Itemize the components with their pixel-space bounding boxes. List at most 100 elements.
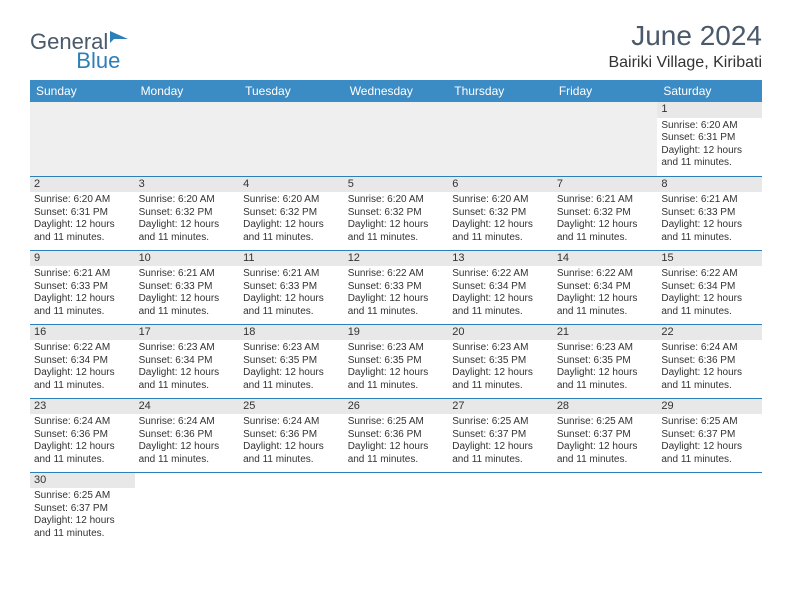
day-number: 9 (30, 251, 135, 267)
day-number: 28 (553, 399, 658, 415)
calendar-row: 30Sunrise: 6:25 AMSunset: 6:37 PMDayligh… (30, 472, 762, 546)
location: Bairiki Village, Kiribati (608, 54, 762, 72)
day-info: Sunrise: 6:25 AMSunset: 6:37 PMDaylight:… (557, 416, 654, 466)
day-info: Sunrise: 6:23 AMSunset: 6:35 PMDaylight:… (243, 342, 340, 392)
title-block: June 2024 Bairiki Village, Kiribati (608, 20, 762, 72)
day-number: 2 (30, 177, 135, 193)
calendar-cell: 16Sunrise: 6:22 AMSunset: 6:34 PMDayligh… (30, 324, 135, 398)
day-info: Sunrise: 6:20 AMSunset: 6:32 PMDaylight:… (452, 194, 549, 244)
day-number: 24 (135, 399, 240, 415)
day-number: 16 (30, 325, 135, 341)
day-info: Sunrise: 6:22 AMSunset: 6:33 PMDaylight:… (348, 268, 445, 318)
day-info: Sunrise: 6:21 AMSunset: 6:33 PMDaylight:… (34, 268, 131, 318)
header: General Blue June 2024 Bairiki Village, … (0, 0, 792, 80)
day-number: 30 (30, 473, 135, 489)
day-info: Sunrise: 6:20 AMSunset: 6:32 PMDaylight:… (243, 194, 340, 244)
day-info: Sunrise: 6:25 AMSunset: 6:36 PMDaylight:… (348, 416, 445, 466)
calendar-cell: 11Sunrise: 6:21 AMSunset: 6:33 PMDayligh… (239, 250, 344, 324)
calendar-cell: 21Sunrise: 6:23 AMSunset: 6:35 PMDayligh… (553, 324, 658, 398)
day-number: 26 (344, 399, 449, 415)
day-info: Sunrise: 6:25 AMSunset: 6:37 PMDaylight:… (34, 490, 131, 540)
calendar-cell (344, 472, 449, 546)
day-number: 18 (239, 325, 344, 341)
day-number: 29 (657, 399, 762, 415)
calendar-cell: 1 Sunrise: 6:20 AMSunset: 6:31 PMDaylight… (657, 102, 762, 176)
calendar-row: 23Sunrise: 6:24 AMSunset: 6:36 PMDayligh… (30, 398, 762, 472)
weekday-header: Thursday (448, 80, 553, 102)
day-number: 22 (657, 325, 762, 341)
day-number: 4 (239, 177, 344, 193)
calendar-row: 2Sunrise: 6:20 AMSunset: 6:31 PMDaylight… (30, 176, 762, 250)
weekday-header: Tuesday (239, 80, 344, 102)
day-number: 15 (657, 251, 762, 267)
day-info: Sunrise: 6:20 AMSunset: 6:31 PMDaylight:… (661, 120, 758, 170)
calendar-cell (30, 102, 135, 176)
calendar-cell: 29Sunrise: 6:25 AMSunset: 6:37 PMDayligh… (657, 398, 762, 472)
day-info: Sunrise: 6:20 AMSunset: 6:31 PMDaylight:… (34, 194, 131, 244)
weekday-header: Friday (553, 80, 658, 102)
calendar-cell: 4Sunrise: 6:20 AMSunset: 6:32 PMDaylight… (239, 176, 344, 250)
day-info: Sunrise: 6:22 AMSunset: 6:34 PMDaylight:… (34, 342, 131, 392)
day-number: 17 (135, 325, 240, 341)
logo-text-blue: Blue (76, 48, 120, 74)
day-number: 19 (344, 325, 449, 341)
day-info: Sunrise: 6:22 AMSunset: 6:34 PMDaylight:… (557, 268, 654, 318)
day-info: Sunrise: 6:21 AMSunset: 6:33 PMDaylight:… (139, 268, 236, 318)
calendar-row: 16Sunrise: 6:22 AMSunset: 6:34 PMDayligh… (30, 324, 762, 398)
calendar-cell: 17Sunrise: 6:23 AMSunset: 6:34 PMDayligh… (135, 324, 240, 398)
day-number: 25 (239, 399, 344, 415)
day-number: 13 (448, 251, 553, 267)
day-number: 21 (553, 325, 658, 341)
day-info: Sunrise: 6:24 AMSunset: 6:36 PMDaylight:… (661, 342, 758, 392)
calendar-cell: 12Sunrise: 6:22 AMSunset: 6:33 PMDayligh… (344, 250, 449, 324)
calendar-cell: 10Sunrise: 6:21 AMSunset: 6:33 PMDayligh… (135, 250, 240, 324)
calendar-cell: 22Sunrise: 6:24 AMSunset: 6:36 PMDayligh… (657, 324, 762, 398)
calendar-cell: 19Sunrise: 6:23 AMSunset: 6:35 PMDayligh… (344, 324, 449, 398)
month-title: June 2024 (608, 20, 762, 52)
day-number: 11 (239, 251, 344, 267)
day-number: 20 (448, 325, 553, 341)
calendar-cell: 5Sunrise: 6:20 AMSunset: 6:32 PMDaylight… (344, 176, 449, 250)
calendar-table: SundayMondayTuesdayWednesdayThursdayFrid… (30, 80, 762, 546)
day-info: Sunrise: 6:23 AMSunset: 6:35 PMDaylight:… (557, 342, 654, 392)
calendar-cell: 6Sunrise: 6:20 AMSunset: 6:32 PMDaylight… (448, 176, 553, 250)
calendar-cell: 15Sunrise: 6:22 AMSunset: 6:34 PMDayligh… (657, 250, 762, 324)
day-info: Sunrise: 6:20 AMSunset: 6:32 PMDaylight:… (139, 194, 236, 244)
weekday-header: Saturday (657, 80, 762, 102)
day-info: Sunrise: 6:21 AMSunset: 6:33 PMDaylight:… (243, 268, 340, 318)
day-info: Sunrise: 6:24 AMSunset: 6:36 PMDaylight:… (139, 416, 236, 466)
calendar-cell: 13Sunrise: 6:22 AMSunset: 6:34 PMDayligh… (448, 250, 553, 324)
weekday-header: Wednesday (344, 80, 449, 102)
calendar-cell: 18Sunrise: 6:23 AMSunset: 6:35 PMDayligh… (239, 324, 344, 398)
day-info: Sunrise: 6:22 AMSunset: 6:34 PMDaylight:… (452, 268, 549, 318)
day-number: 7 (553, 177, 658, 193)
day-number: 5 (344, 177, 449, 193)
calendar-cell: 24Sunrise: 6:24 AMSunset: 6:36 PMDayligh… (135, 398, 240, 472)
calendar-cell (239, 102, 344, 176)
day-info: Sunrise: 6:24 AMSunset: 6:36 PMDaylight:… (243, 416, 340, 466)
day-number: 10 (135, 251, 240, 267)
logo-flag-icon (110, 29, 132, 45)
calendar-cell (344, 102, 449, 176)
day-number: 8 (657, 177, 762, 193)
calendar-cell: 14Sunrise: 6:22 AMSunset: 6:34 PMDayligh… (553, 250, 658, 324)
calendar-cell (135, 472, 240, 546)
calendar-cell (239, 472, 344, 546)
day-info: Sunrise: 6:23 AMSunset: 6:34 PMDaylight:… (139, 342, 236, 392)
day-number: 27 (448, 399, 553, 415)
day-number: 1 (657, 102, 762, 118)
calendar-cell: 25Sunrise: 6:24 AMSunset: 6:36 PMDayligh… (239, 398, 344, 472)
day-info: Sunrise: 6:21 AMSunset: 6:32 PMDaylight:… (557, 194, 654, 244)
calendar-cell: 26Sunrise: 6:25 AMSunset: 6:36 PMDayligh… (344, 398, 449, 472)
weekday-header: Sunday (30, 80, 135, 102)
calendar-cell (448, 472, 553, 546)
day-info: Sunrise: 6:20 AMSunset: 6:32 PMDaylight:… (348, 194, 445, 244)
calendar-cell (657, 472, 762, 546)
day-info: Sunrise: 6:25 AMSunset: 6:37 PMDaylight:… (661, 416, 758, 466)
calendar-cell (448, 102, 553, 176)
calendar-cell: 2Sunrise: 6:20 AMSunset: 6:31 PMDaylight… (30, 176, 135, 250)
day-number: 3 (135, 177, 240, 193)
calendar-row: 9Sunrise: 6:21 AMSunset: 6:33 PMDaylight… (30, 250, 762, 324)
day-number: 12 (344, 251, 449, 267)
calendar-cell: 20Sunrise: 6:23 AMSunset: 6:35 PMDayligh… (448, 324, 553, 398)
